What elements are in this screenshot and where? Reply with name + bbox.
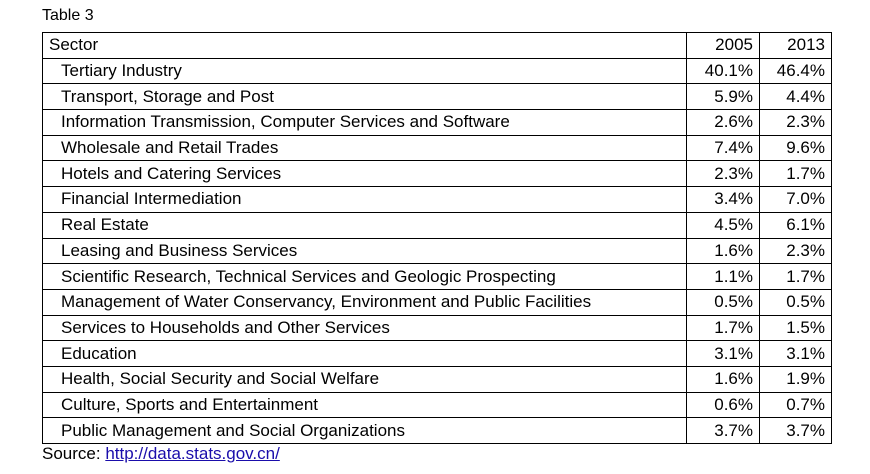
sector-cell: Public Management and Social Organizatio… [42,417,687,444]
column-header-2005: 2005 [686,32,760,59]
sector-cell: Tertiary Industry [42,57,687,85]
sector-cell: Leasing and Business Services [42,237,687,265]
value-2005-cell: 1.6% [686,237,760,265]
sector-cell: Hotels and Catering Services [42,160,687,188]
value-2005-cell: 40.1% [686,57,760,85]
value-2013-cell: 0.7% [759,391,832,419]
column-header-sector: Sector [42,32,687,59]
value-2005-cell: 4.5% [686,211,760,239]
table-row: Management of Water Conservancy, Environ… [42,288,832,316]
value-2013-cell: 3.7% [759,417,832,444]
table-row: Transport, Storage and Post 5.9% 4.4% [42,83,832,111]
table-row: Tertiary Industry 40.1% 46.4% [42,57,832,85]
sector-cell: Wholesale and Retail Trades [42,134,687,162]
table-row: Public Management and Social Organizatio… [42,417,832,444]
column-header-2013: 2013 [759,32,832,59]
sector-cell: Education [42,340,687,367]
table-row: Culture, Sports and Entertainment 0.6% 0.7… [42,391,832,419]
table-row: Hotels and Catering Services 2.3% 1.7% [42,160,832,188]
value-2005-cell: 3.4% [686,186,760,213]
value-2013-cell: 1.7% [759,160,832,188]
value-2005-cell: 5.9% [686,83,760,111]
value-2005-cell: 3.7% [686,417,760,444]
sector-cell: Services to Households and Other Service… [42,314,687,342]
sector-cell: Health, Social Security and Social Welfa… [42,365,687,393]
table-row: Real Estate 4.5% 6.1% [42,211,832,239]
table-caption: Table 3 [42,7,94,24]
source-link[interactable]: http://data.stats.gov.cn/ [105,444,280,463]
sector-cell: Real Estate [42,211,687,239]
value-2005-cell: 7.4% [686,134,760,162]
value-2005-cell: 0.6% [686,391,760,419]
value-2013-cell: 46.4% [759,57,832,85]
sector-cell: Transport, Storage and Post [42,83,687,111]
value-2013-cell: 1.7% [759,263,832,290]
table-row: Scientific Research, Technical Services … [42,263,832,290]
table-row: Wholesale and Retail Trades 7.4% 9.6% [42,134,832,162]
value-2013-cell: 9.6% [759,134,832,162]
sector-cell: Management of Water Conservancy, Environ… [42,288,687,316]
sector-cell: Information Transmission, Computer Servi… [42,109,687,136]
value-2005-cell: 1.6% [686,365,760,393]
value-2005-cell: 2.6% [686,109,760,136]
value-2013-cell: 4.4% [759,83,832,111]
value-2013-cell: 1.5% [759,314,832,342]
value-2005-cell: 3.1% [686,340,760,367]
value-2013-cell: 2.3% [759,109,832,136]
value-2013-cell: 1.9% [759,365,832,393]
value-2013-cell: 6.1% [759,211,832,239]
table-row: Financial Intermediation 3.4% 7.0% [42,186,832,213]
value-2013-cell: 0.5% [759,288,832,316]
value-2005-cell: 1.7% [686,314,760,342]
table-row: Education 3.1% 3.1% [42,340,832,367]
sector-cell: Scientific Research, Technical Services … [42,263,687,290]
table-row: Services to Households and Other Service… [42,314,832,342]
table-row: Leasing and Business Services 1.6% 2.3% [42,237,832,265]
value-2013-cell: 3.1% [759,340,832,367]
value-2013-cell: 2.3% [759,237,832,265]
sector-cell: Financial Intermediation [42,186,687,213]
value-2005-cell: 0.5% [686,288,760,316]
sector-share-table: Sector 2005 2013 Tertiary Industry 40.1% 4… [42,32,832,444]
value-2005-cell: 1.1% [686,263,760,290]
table-body: Tertiary Industry 40.1% 46.4% Transport, St… [42,57,832,444]
source-label: Source: [42,444,106,463]
table-row: Information Transmission, Computer Servi… [42,109,832,136]
table-header-row: Sector 2005 2013 [42,32,832,59]
source-note: Source: http://data.stats.gov.cn/ [42,443,280,465]
value-2013-cell: 7.0% [759,186,832,213]
sector-cell: Culture, Sports and Entertainment [42,391,687,419]
table-row: Health, Social Security and Social Welfa… [42,365,832,393]
value-2005-cell: 2.3% [686,160,760,188]
